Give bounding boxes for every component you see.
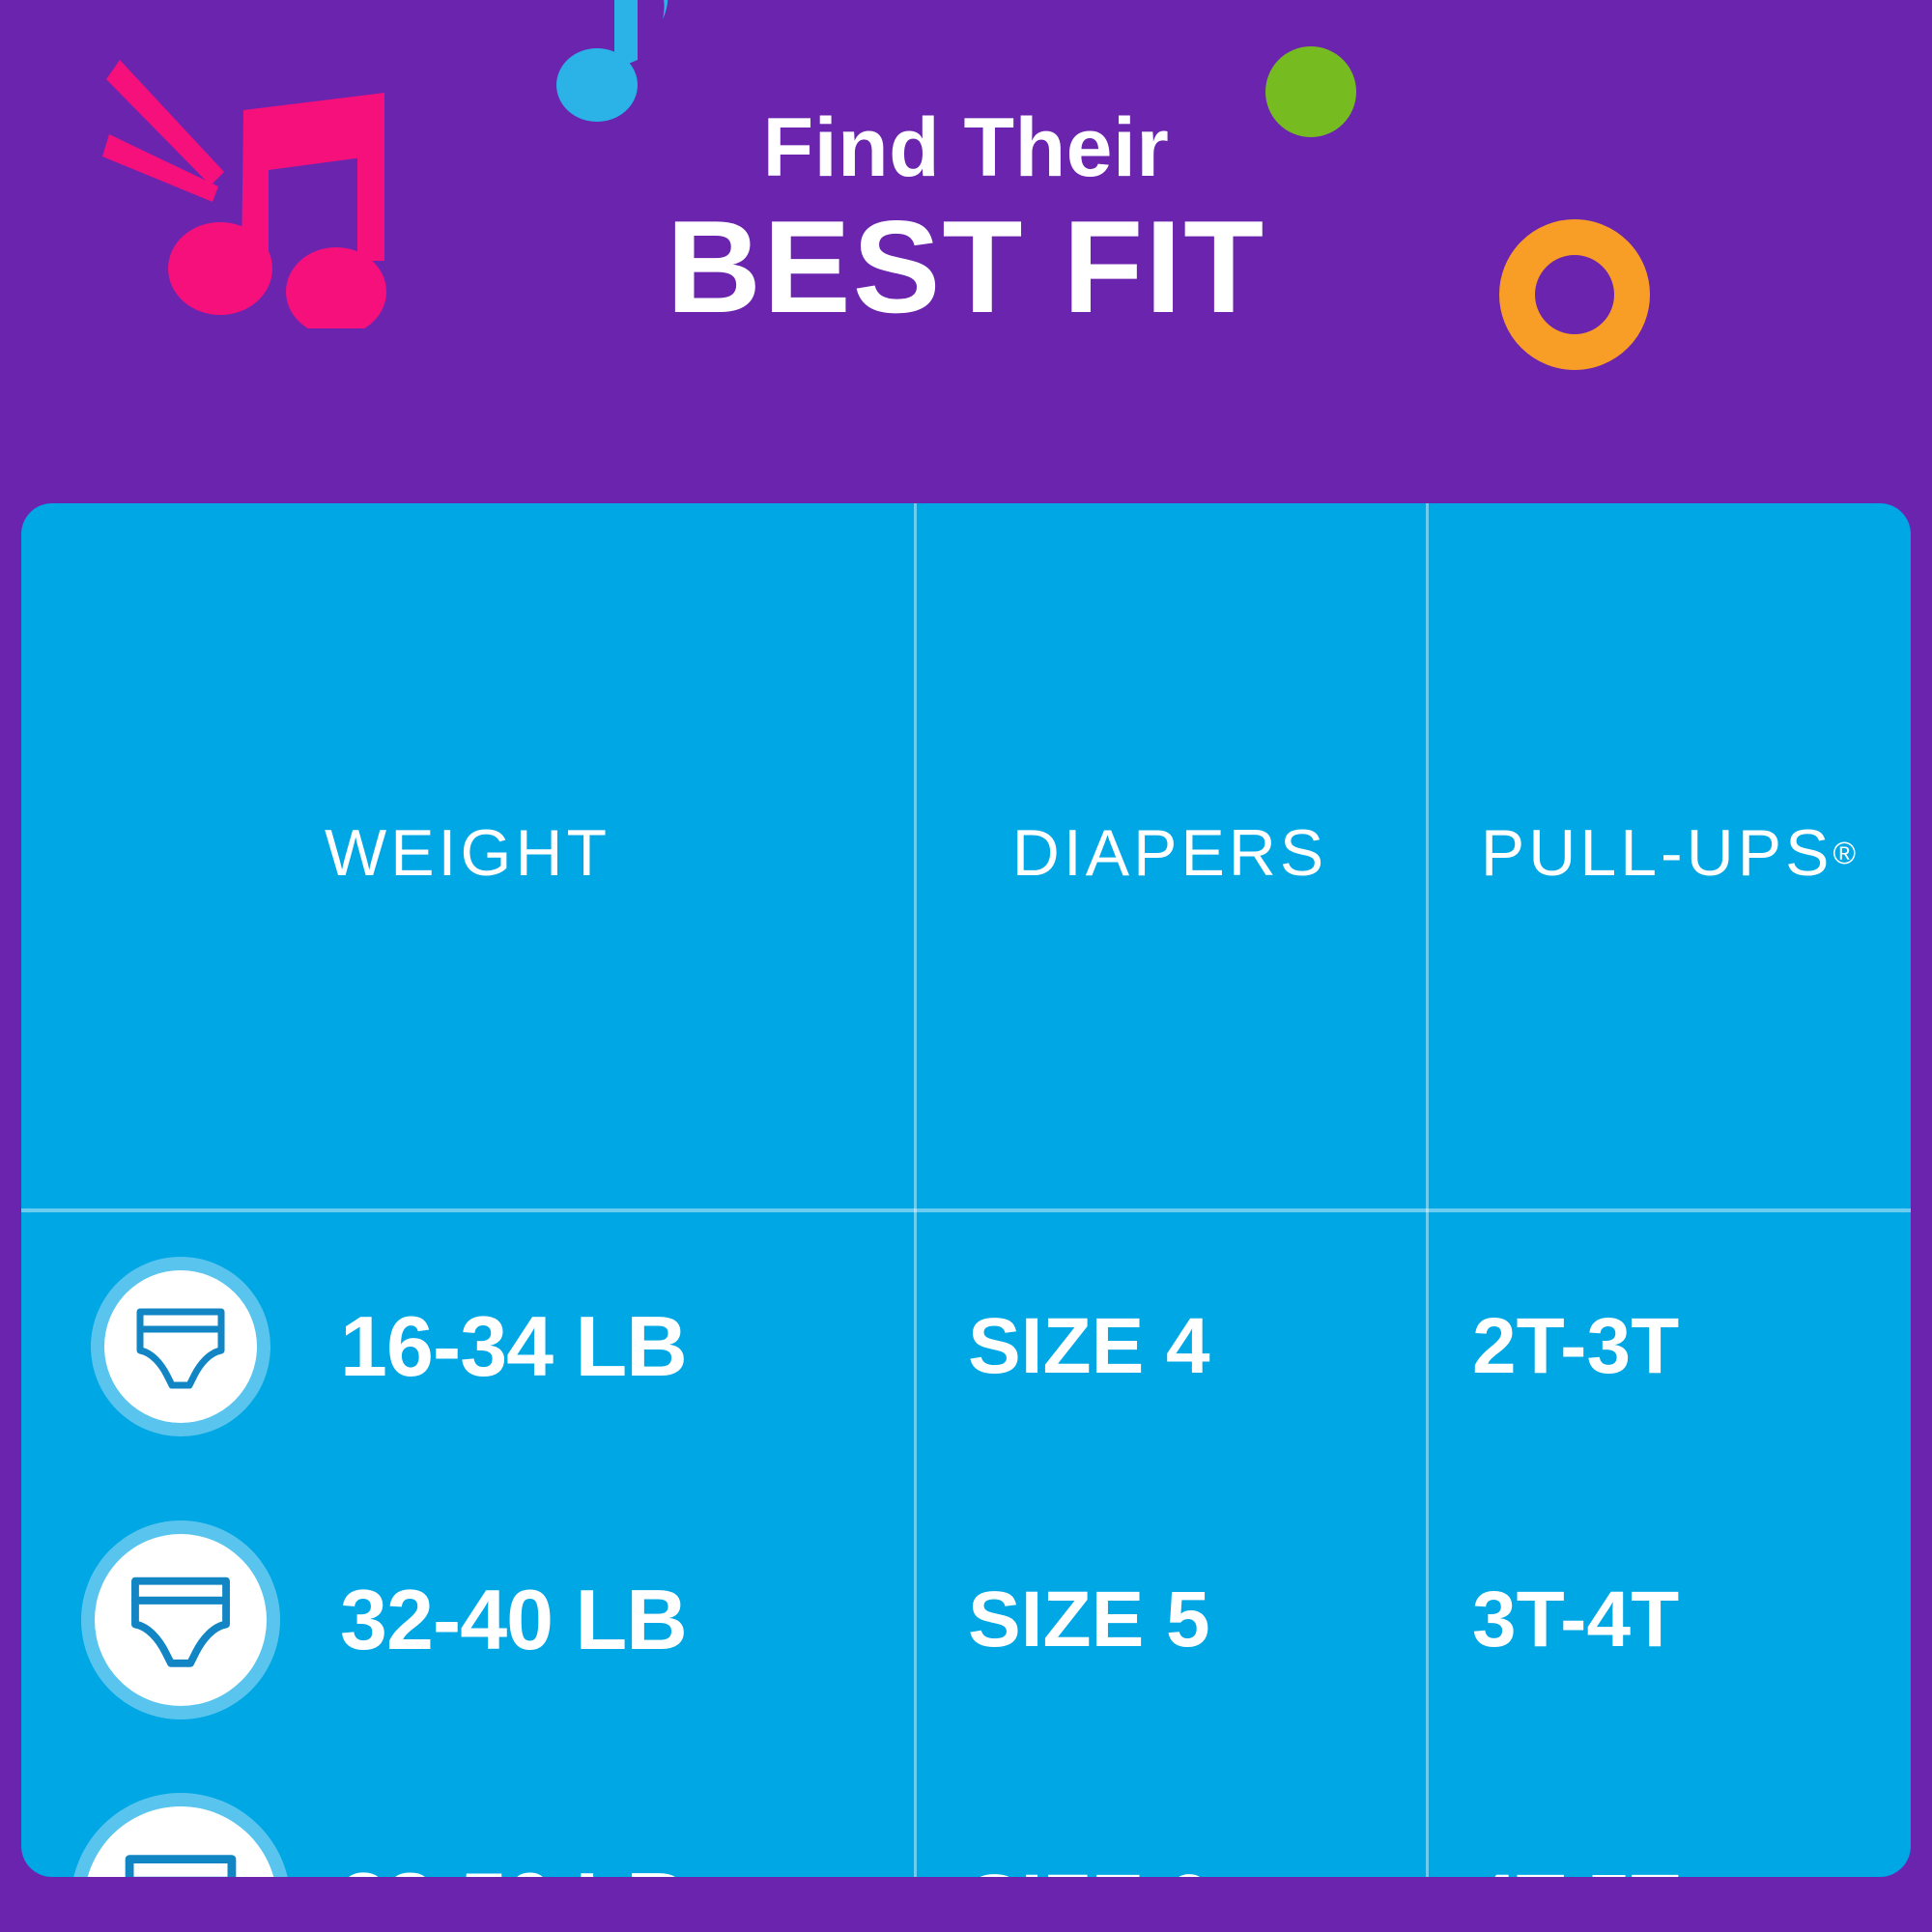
cell-diapers: SIZE 5 [914,1481,1426,1759]
column-divider-1 [914,503,917,1877]
table-row[interactable]: 38-50 LB SIZE 6 4T-5T [21,1759,1911,1877]
cell-pullups: 3T-4T [1426,1481,1911,1759]
column-header-weight-label: WEIGHT [325,816,611,890]
green-dot-decoration [1265,46,1356,137]
table-row[interactable]: 16-34 LB SIZE 4 2T-3T [21,1212,1911,1481]
header-banner: Find Their BEST FIT [0,0,1932,502]
pullup-size-value: 3T-4T [1472,1576,1680,1663]
icon-slot [21,1806,340,1877]
training-pants-icon [104,1270,257,1423]
cell-pullups: 2T-3T [1426,1212,1911,1481]
training-pants-icon [95,1534,267,1706]
table-body: 16-34 LB SIZE 4 2T-3T [21,1212,1911,1877]
table-row[interactable]: 32-40 LB SIZE 5 3T-4T [21,1481,1911,1759]
cell-weight: 38-50 LB [21,1759,914,1877]
column-header-diapers-label: DIAPERS [1011,816,1328,890]
music-note-double-icon [102,60,386,328]
pullup-size-value: 2T-3T [1472,1302,1680,1390]
cell-pullups: 4T-5T [1426,1759,1911,1877]
cell-weight: 32-40 LB [21,1481,914,1759]
icon-slot [21,1534,340,1706]
table-header-row: WEIGHT DIAPERS PULL-UPS ® [21,503,1911,1208]
column-header-pullups: PULL-UPS ® [1426,503,1911,1208]
orange-ring-decoration [1499,219,1650,370]
registered-trademark-symbol: ® [1833,835,1857,870]
weight-value: 16-34 LB [340,1298,688,1394]
column-header-pullups-label: PULL-UPS [1480,816,1833,890]
column-divider-2 [1426,503,1429,1877]
icon-slot [21,1270,340,1423]
pullup-size-value: 4T-5T [1472,1858,1679,1877]
diaper-size-value: SIZE 6 [968,1858,1210,1877]
training-pants-icon [84,1806,277,1877]
diaper-size-value: SIZE 4 [968,1302,1210,1390]
music-note-single-icon [556,0,668,122]
cell-weight: 16-34 LB [21,1212,914,1481]
cell-diapers: SIZE 6 [914,1759,1426,1877]
column-header-diapers: DIAPERS [914,503,1426,1208]
diaper-size-value: SIZE 5 [968,1576,1210,1663]
column-header-weight: WEIGHT [21,503,914,1208]
header-body-divider [21,1208,1911,1212]
cell-diapers: SIZE 4 [914,1212,1426,1481]
weight-value: 32-40 LB [340,1572,688,1667]
weight-value: 38-50 LB [340,1854,688,1877]
sizing-table: WEIGHT DIAPERS PULL-UPS ® [21,503,1911,1877]
